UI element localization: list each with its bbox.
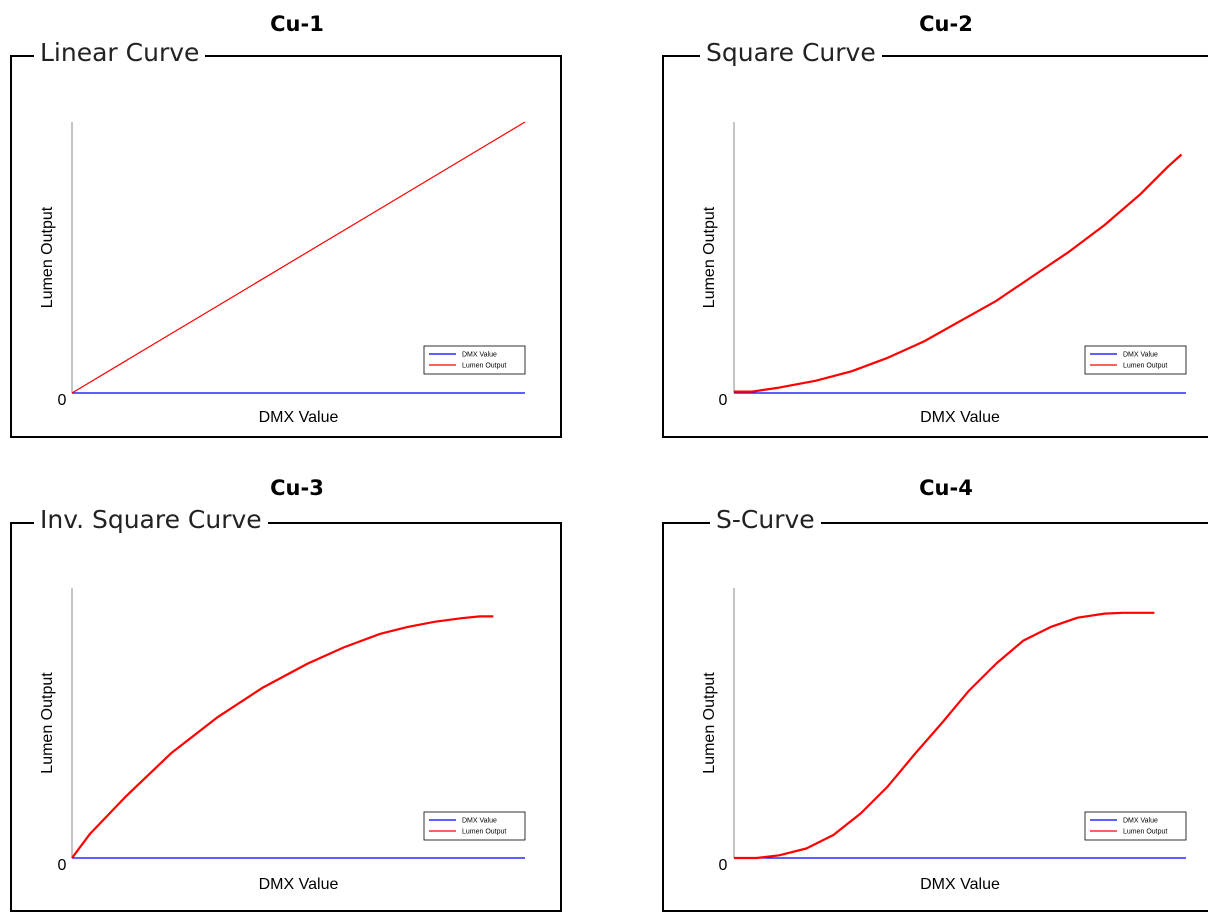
x-axis-label: DMX Value bbox=[259, 876, 339, 893]
x-axis-label: DMX Value bbox=[920, 876, 1000, 893]
curve-title: Square Curve bbox=[700, 38, 882, 68]
y-axis-label: Lumen Output bbox=[701, 672, 718, 774]
curve-code-label: Cu-3 bbox=[270, 476, 324, 500]
legend-lumen-output-label: Lumen Output bbox=[462, 363, 506, 370]
legend-dmx-value-label: DMX Value bbox=[1123, 818, 1158, 825]
series-lumen-output-line bbox=[734, 153, 1183, 393]
y-zero-tick-label: 0 bbox=[719, 857, 728, 874]
curve-code-label: Cu-1 bbox=[270, 12, 324, 36]
legend-box bbox=[1084, 811, 1187, 841]
legend-dmx-value-label: DMX Value bbox=[462, 352, 497, 359]
curve-code-label: Cu-2 bbox=[919, 12, 973, 36]
legend-box bbox=[1084, 345, 1187, 375]
curve-title: S-Curve bbox=[710, 505, 821, 535]
chart-frame bbox=[662, 55, 1208, 438]
legend-lumen-output-label: Lumen Output bbox=[462, 829, 506, 836]
series-lumen-output-line bbox=[71, 121, 526, 394]
legend-lumen-output-label: Lumen Output bbox=[1123, 363, 1167, 370]
y-zero-tick-label: 0 bbox=[58, 857, 67, 874]
curve-title: Linear Curve bbox=[34, 38, 206, 68]
curve-title: Inv. Square Curve bbox=[34, 505, 268, 535]
legend-dmx-value-label: DMX Value bbox=[462, 818, 497, 825]
y-zero-tick-label: 0 bbox=[719, 392, 728, 409]
legend-dmx-value-label: DMX Value bbox=[1123, 352, 1158, 359]
x-axis-label: DMX Value bbox=[259, 409, 339, 426]
y-axis-label: Lumen Output bbox=[39, 672, 56, 774]
legend-lumen-output-label: Lumen Output bbox=[1123, 829, 1167, 836]
legend-box bbox=[423, 345, 526, 375]
series-lumen-output-line bbox=[71, 615, 494, 859]
y-axis-label: Lumen Output bbox=[701, 206, 718, 308]
curve-code-label: Cu-4 bbox=[919, 476, 973, 500]
y-zero-tick-label: 0 bbox=[58, 392, 67, 409]
legend-box bbox=[423, 811, 526, 841]
y-axis-label: Lumen Output bbox=[39, 206, 56, 308]
x-axis-label: DMX Value bbox=[920, 409, 1000, 426]
chart-frame bbox=[10, 55, 562, 438]
series-lumen-output-line bbox=[734, 611, 1155, 860]
